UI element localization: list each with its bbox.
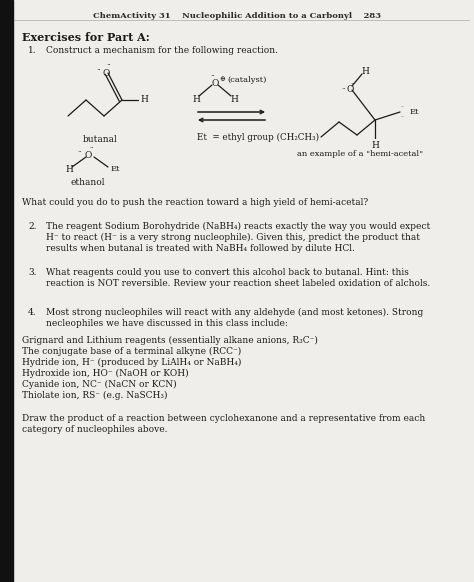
Text: Hydroxide ion, HO⁻ (NaOH or KOH): Hydroxide ion, HO⁻ (NaOH or KOH) [22,369,189,378]
Text: Hydride ion, H⁻ (produced by LiAlH₄ or NaBH₄): Hydride ion, H⁻ (produced by LiAlH₄ or N… [22,358,241,367]
Text: an example of a "hemi-acetal": an example of a "hemi-acetal" [297,150,423,158]
Text: ··: ·· [400,105,404,109]
Text: ethanol: ethanol [71,178,105,187]
Text: ··: ·· [97,66,101,74]
Text: Grignard and Lithium reagents (essentially alkane anions, R₃C⁻): Grignard and Lithium reagents (essential… [22,336,318,345]
Text: ··: ·· [210,72,215,80]
Text: necleophiles we have discussed in this class include:: necleophiles we have discussed in this c… [46,319,288,328]
Text: O: O [102,69,109,79]
Text: The conjugate base of a terminal alkyne (RCC⁻): The conjugate base of a terminal alkyne … [22,347,241,356]
Text: Cyanide ion, NC⁻ (NaCN or KCN): Cyanide ion, NC⁻ (NaCN or KCN) [22,380,177,389]
Text: 2.: 2. [28,222,36,231]
Text: The reagent Sodium Borohydride (NaBH₄) reacts exactly the way you would expect: The reagent Sodium Borohydride (NaBH₄) r… [46,222,430,231]
Text: reaction is NOT reversible. Review your reaction sheet labeled oxidation of alch: reaction is NOT reversible. Review your … [46,279,430,288]
Text: O: O [211,79,219,87]
Text: 3.: 3. [28,268,36,277]
Text: H⁻ to react (H⁻ is a very strong nucleophile). Given this, predict the product t: H⁻ to react (H⁻ is a very strong nucleop… [46,233,420,242]
Text: H: H [361,66,369,76]
Text: H: H [65,165,73,173]
Text: H: H [230,94,238,104]
Text: What could you do to push the reaction toward a high yield of hemi-acetal?: What could you do to push the reaction t… [22,198,368,207]
Text: H: H [371,141,379,150]
Text: H: H [140,95,148,105]
Text: ··: ·· [90,143,94,151]
Text: Et: Et [410,108,419,116]
Text: ··: ·· [342,84,346,92]
Text: (catalyst): (catalyst) [227,76,266,84]
Text: ⊕: ⊕ [219,75,225,83]
Text: What reagents could you use to convert this alcohol back to butanal. Hint: this: What reagents could you use to convert t… [46,268,409,277]
Text: results when butanal is treated with NaBH₄ followed by dilute HCl.: results when butanal is treated with NaB… [46,244,355,253]
Text: Et: Et [111,165,120,173]
Text: butanal: butanal [82,135,118,144]
Text: Thiolate ion, RS⁻ (e.g. NaSCH₃): Thiolate ion, RS⁻ (e.g. NaSCH₃) [22,391,167,400]
Text: O: O [346,86,354,94]
Text: ··: ·· [400,115,404,119]
Text: ··: ·· [78,147,82,155]
Text: ChemActivity 31    Nucleophilic Addition to a Carbonyl    283: ChemActivity 31 Nucleophilic Addition to… [93,12,381,20]
Text: 4.: 4. [28,308,36,317]
Text: category of nucleophiles above.: category of nucleophiles above. [22,425,167,434]
Text: ··: ·· [351,79,355,87]
Text: Exercises for Part A:: Exercises for Part A: [22,32,150,43]
Text: 1.: 1. [28,46,36,55]
Bar [0,0,13,582]
Text: ··: ·· [107,61,111,69]
Text: H: H [192,94,200,104]
Text: O: O [84,151,91,159]
Text: Et  = ethyl group (CH₂CH₃): Et = ethyl group (CH₂CH₃) [197,133,319,142]
Text: Construct a mechanism for the following reaction.: Construct a mechanism for the following … [46,46,278,55]
Text: Most strong nucleophiles will react with any aldehyde (and most ketones). Strong: Most strong nucleophiles will react with… [46,308,423,317]
Text: Draw the product of a reaction between cyclohexanone and a representative from e: Draw the product of a reaction between c… [22,414,425,423]
